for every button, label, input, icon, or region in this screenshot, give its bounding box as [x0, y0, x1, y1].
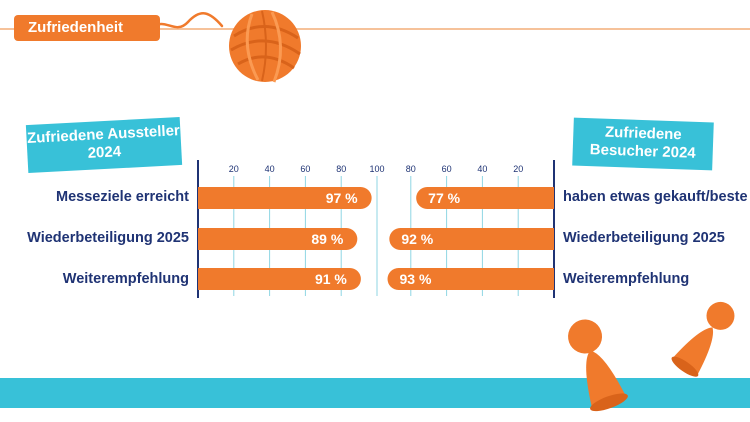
left-bar — [198, 268, 361, 290]
left-tick-label: 100 — [369, 164, 384, 174]
header-rule — [0, 28, 750, 30]
left-bar — [198, 187, 372, 209]
left-bar-base — [198, 228, 210, 250]
right-tick-label: 40 — [477, 164, 487, 174]
left-tick-label: 60 — [300, 164, 310, 174]
right-row-label: Weiterempfehlung — [563, 271, 690, 287]
left-row-label: Weiterempfehlung — [62, 271, 189, 287]
game-pawn-icon — [568, 301, 735, 412]
right-row-label: Wiederbeteiligung 2025 — [563, 230, 725, 246]
right-tick-label: 60 — [442, 164, 452, 174]
right-bar-base — [542, 228, 554, 250]
left-value-label: 91 % — [315, 271, 347, 287]
right-value-label: 93 % — [400, 271, 432, 287]
right-bar — [389, 228, 554, 250]
left-tick-label: 20 — [229, 164, 239, 174]
left-bar-base — [198, 268, 210, 290]
right-bar — [387, 268, 554, 290]
left-row-label: Wiederbeteiligung 2025 — [27, 230, 189, 246]
section-tag: Zufriedenheit — [14, 15, 160, 41]
left-tick-label: 80 — [336, 164, 346, 174]
yarn-ball-icon — [229, 10, 301, 83]
yarn-thread — [150, 12, 224, 30]
right-bar-base — [542, 268, 554, 290]
right-bar-base — [542, 187, 554, 209]
left-tick-label: 40 — [265, 164, 275, 174]
left-bar — [198, 228, 358, 250]
right-bar — [416, 187, 554, 209]
right-tick-label: 80 — [406, 164, 416, 174]
right-value-label: 77 % — [428, 190, 460, 206]
left-bar-base — [198, 187, 210, 209]
right-row-label: haben etwas gekauft/beste — [563, 189, 748, 205]
bottom-band — [0, 378, 750, 408]
right-value-label: 92 % — [401, 231, 433, 247]
left-value-label: 97 % — [326, 190, 358, 206]
left-value-label: 89 % — [311, 231, 343, 247]
left-row-label: Messeziele erreicht — [56, 189, 189, 205]
right-tick-label: 20 — [513, 164, 523, 174]
